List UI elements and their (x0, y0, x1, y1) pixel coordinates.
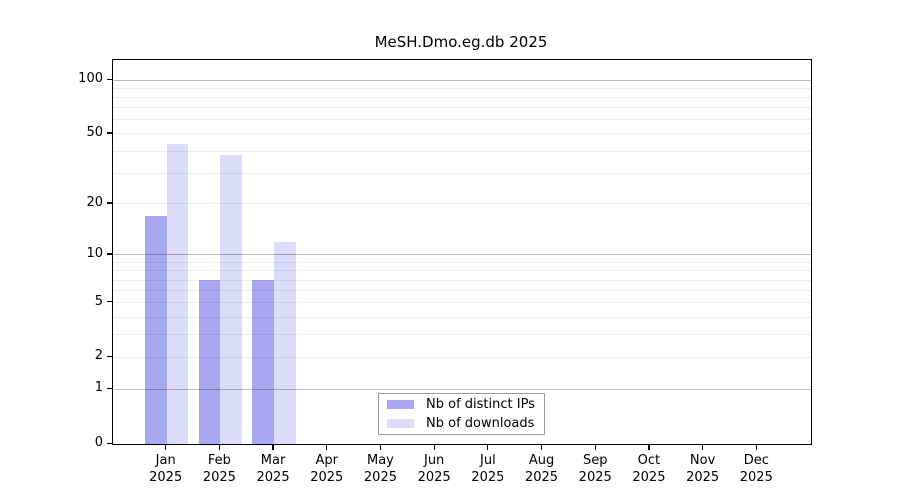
bar-downloads-jan (166, 143, 189, 444)
x-tick-label-dec: Dec 2025 (739, 453, 773, 485)
gridline-minor (113, 290, 811, 292)
x-tick-label-apr: Apr 2025 (310, 453, 344, 485)
legend-swatch-distinct-ips (387, 400, 414, 409)
bar-distinct-ips-mar (252, 280, 275, 444)
y-tick-mark (107, 253, 112, 255)
plot-area (112, 59, 812, 445)
x-tick-label-nov: Nov 2025 (686, 453, 720, 485)
bar-distinct-ips-feb (198, 280, 221, 444)
y-tick-mark (107, 442, 112, 444)
gridline-minor (113, 133, 811, 135)
y-tick-label: 10 (86, 245, 103, 261)
x-tick-label-mar: Mar 2025 (256, 453, 290, 485)
y-tick-mark (107, 202, 112, 204)
gridline-major (113, 79, 811, 81)
gridline-minor (113, 96, 811, 98)
legend-label-distinct-ips: Nb of distinct IPs (426, 397, 535, 412)
y-tick-label: 1 (94, 380, 103, 396)
x-tick-mark (272, 444, 274, 450)
y-tick-mark (107, 78, 112, 80)
x-tick-mark (433, 444, 435, 450)
gridline-minor (113, 203, 811, 205)
y-tick-label: 50 (86, 124, 103, 140)
bar-downloads-feb (220, 155, 242, 444)
gridline-minor (113, 356, 811, 358)
x-tick-mark (218, 444, 220, 450)
gridline-minor (113, 334, 811, 336)
x-tick-label-oct: Oct 2025 (632, 453, 666, 485)
y-tick-label: 20 (86, 194, 103, 210)
legend-swatch-downloads (387, 419, 414, 428)
gridline-minor (113, 261, 811, 263)
x-tick-mark (487, 444, 489, 450)
gridline-minor (113, 279, 811, 281)
y-tick-label: 2 (94, 348, 103, 364)
y-tick-mark (107, 355, 112, 358)
gridline-minor (113, 119, 811, 121)
x-tick-mark (702, 444, 704, 450)
gridline-major (113, 254, 811, 256)
gridline-major (113, 388, 811, 390)
gridline-minor (113, 316, 811, 318)
legend-item-distinct-ips: Nb of distinct IPs (379, 395, 544, 414)
gridline-minor (113, 302, 811, 304)
x-tick-mark (165, 444, 167, 450)
y-tick-mark (107, 387, 112, 390)
x-tick-label-sep: Sep 2025 (578, 453, 612, 485)
x-tick-label-jun: Jun 2025 (417, 453, 451, 485)
x-tick-mark (379, 444, 382, 450)
y-tick-mark (107, 132, 112, 134)
x-tick-mark (540, 444, 543, 450)
y-tick-label: 5 (94, 293, 103, 309)
bar-distinct-ips-jan (145, 216, 167, 444)
y-tick-label: 100 (78, 71, 103, 86)
x-tick-mark (755, 444, 757, 450)
y-tick-label: 0 (94, 435, 103, 450)
legend-item-downloads: Nb of downloads (379, 414, 544, 433)
gridline-minor (113, 270, 811, 272)
x-tick-mark (648, 444, 650, 450)
x-tick-label-jul: Jul 2025 (471, 453, 505, 485)
y-tick-mark (107, 301, 112, 303)
x-tick-label-jan: Jan 2025 (149, 453, 183, 485)
x-tick-mark (594, 444, 596, 450)
bar-downloads-mar (274, 241, 296, 444)
x-tick-label-may: May 2025 (363, 453, 397, 485)
gridline-minor (113, 150, 811, 152)
gridline-minor (113, 172, 811, 174)
gridline-minor (113, 87, 811, 89)
gridline-minor (113, 107, 811, 109)
legend-label-downloads: Nb of downloads (426, 416, 535, 431)
x-tick-label-feb: Feb 2025 (202, 453, 236, 485)
x-tick-mark (326, 444, 328, 450)
legend: Nb of distinct IPs Nb of downloads (378, 393, 545, 435)
chart-title: MeSH.Dmo.eg.db 2025 (374, 33, 548, 51)
x-tick-label-aug: Aug 2025 (524, 453, 559, 485)
